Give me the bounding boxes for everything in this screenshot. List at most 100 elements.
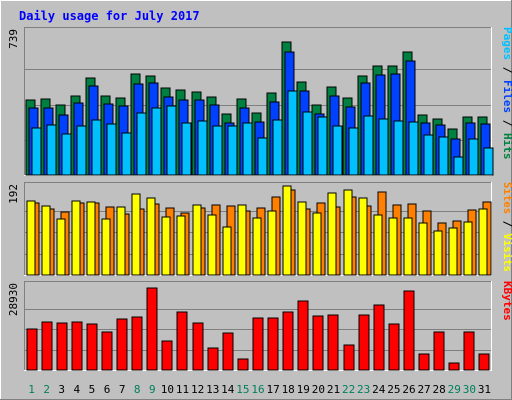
bar-kbytes-day-8 <box>131 316 143 371</box>
bar-kbytes-day-24 <box>373 304 385 371</box>
legend-entry: / <box>501 214 512 233</box>
bar-pages-day-14 <box>227 125 238 176</box>
x-tick-day-28: 28 <box>433 383 446 396</box>
bar-pages-day-30 <box>468 138 479 176</box>
bar-pages-day-3 <box>61 133 72 176</box>
bar-kbytes-day-28 <box>433 331 445 371</box>
legend-kbytes: KBytes <box>501 281 512 321</box>
bar-visits-day-6 <box>101 218 111 276</box>
bar-pages-day-9 <box>151 107 162 176</box>
bar-pages-day-21 <box>332 125 343 176</box>
bar-pages-day-26 <box>408 121 419 176</box>
bar-kbytes-day-1 <box>26 328 38 371</box>
x-tick-day-21: 21 <box>327 383 340 396</box>
x-tick-day-13: 13 <box>206 383 219 396</box>
y-max-label: 739 <box>7 29 20 49</box>
bar-pages-day-4 <box>76 125 87 176</box>
panel-visits-sites: 192 Sites / Visits <box>7 182 512 276</box>
bar-kbytes-day-27 <box>418 353 430 371</box>
bar-kbytes-day-23 <box>358 314 370 371</box>
x-tick-day-27: 27 <box>417 383 430 396</box>
legend-entry: Sites <box>501 182 512 214</box>
x-tick-day-5: 5 <box>89 383 96 396</box>
x-tick-day-29: 29 <box>448 383 461 396</box>
legend-entry: / <box>501 113 512 133</box>
bar-visits-day-4 <box>71 200 81 276</box>
bar-visits-day-1 <box>26 200 36 276</box>
bar-pages-day-22 <box>348 127 359 176</box>
x-tick-day-8: 8 <box>134 383 141 396</box>
legend-entry: Files <box>501 80 512 113</box>
bar-kbytes-day-5 <box>86 323 98 371</box>
bar-kbytes-day-2 <box>41 321 53 371</box>
y-max-label: 192 <box>7 184 20 204</box>
bar-kbytes-day-13 <box>207 347 219 371</box>
bar-pages-day-10 <box>166 105 177 176</box>
bar-kbytes-day-7 <box>116 318 128 371</box>
x-tick-day-17: 17 <box>266 383 279 396</box>
bar-visits-day-23 <box>358 197 368 276</box>
bar-visits-day-27 <box>418 222 428 276</box>
bar-kbytes-day-22 <box>343 344 355 371</box>
bar-kbytes-day-3 <box>56 322 68 371</box>
bar-visits-day-8 <box>131 193 141 276</box>
x-tick-day-6: 6 <box>104 383 111 396</box>
x-tick-day-9: 9 <box>149 383 156 396</box>
bar-kbytes-day-25 <box>388 323 400 371</box>
bar-kbytes-day-26 <box>403 290 415 371</box>
bar-kbytes-day-6 <box>101 331 113 371</box>
bar-kbytes-day-31 <box>478 353 490 371</box>
bar-visits-day-12 <box>192 204 202 276</box>
x-tick-day-2: 2 <box>43 383 50 396</box>
x-tick-day-22: 22 <box>342 383 355 396</box>
bar-kbytes-day-9 <box>146 287 158 371</box>
bar-pages-day-17 <box>272 119 283 176</box>
x-tick-day-14: 14 <box>221 383 235 396</box>
bar-visits-day-30 <box>463 221 473 276</box>
bar-visits-day-11 <box>176 215 186 276</box>
y-max-label: 28930 <box>7 283 20 316</box>
bar-pages-day-29 <box>453 156 464 176</box>
bar-visits-day-13 <box>207 214 217 276</box>
bar-kbytes-day-18 <box>282 311 294 371</box>
bar-visits-day-16 <box>252 217 262 276</box>
bar-kbytes-day-4 <box>71 321 83 371</box>
bar-visits-day-18 <box>282 185 292 276</box>
x-tick-day-20: 20 <box>312 383 325 396</box>
bar-pages-day-24 <box>378 118 389 176</box>
bar-kbytes-day-20 <box>312 315 324 371</box>
bar-visits-day-7 <box>116 206 126 276</box>
bar-kbytes-day-30 <box>463 331 475 371</box>
x-tick-day-24: 24 <box>372 383 386 396</box>
bar-kbytes-day-12 <box>192 322 204 371</box>
bar-kbytes-day-29 <box>448 362 460 371</box>
bar-kbytes-day-16 <box>252 317 264 371</box>
x-tick-day-7: 7 <box>119 383 126 396</box>
x-tick-day-25: 25 <box>387 383 400 396</box>
bar-visits-day-3 <box>56 218 66 276</box>
x-tick-day-16: 16 <box>251 383 264 396</box>
bar-visits-day-31 <box>478 208 488 276</box>
bar-visits-day-2 <box>41 205 51 276</box>
x-tick-day-30: 30 <box>463 383 476 396</box>
x-axis-labels: 1 2 3 4 5 6 7 8 9 10 11 12 13 14 15 16 17 18 19 20 21 22 23 24 2… <box>28 383 491 396</box>
bar-kbytes-day-10 <box>161 340 173 371</box>
bar-visits-day-9 <box>146 197 156 276</box>
bar-pages-day-6 <box>106 123 117 176</box>
bar-pages-day-13 <box>212 125 223 176</box>
legend-entry: Hits <box>501 133 512 160</box>
x-tick-day-11: 11 <box>176 383 189 396</box>
bar-kbytes-day-17 <box>267 317 279 371</box>
bar-pages-day-23 <box>363 115 374 176</box>
x-tick-day-12: 12 <box>191 383 204 396</box>
bar-pages-day-11 <box>181 122 192 176</box>
bar-pages-day-28 <box>438 136 449 176</box>
bar-visits-day-17 <box>267 210 277 276</box>
x-tick-day-19: 19 <box>297 383 310 396</box>
chart-panels: 739 Pages / Files / Hits 192 Sites / Visits… <box>7 27 512 371</box>
bar-pages-day-27 <box>423 134 434 176</box>
bar-visits-day-14 <box>222 226 232 276</box>
bar-visits-day-15 <box>237 204 247 276</box>
bar-pages-day-5 <box>91 119 102 176</box>
